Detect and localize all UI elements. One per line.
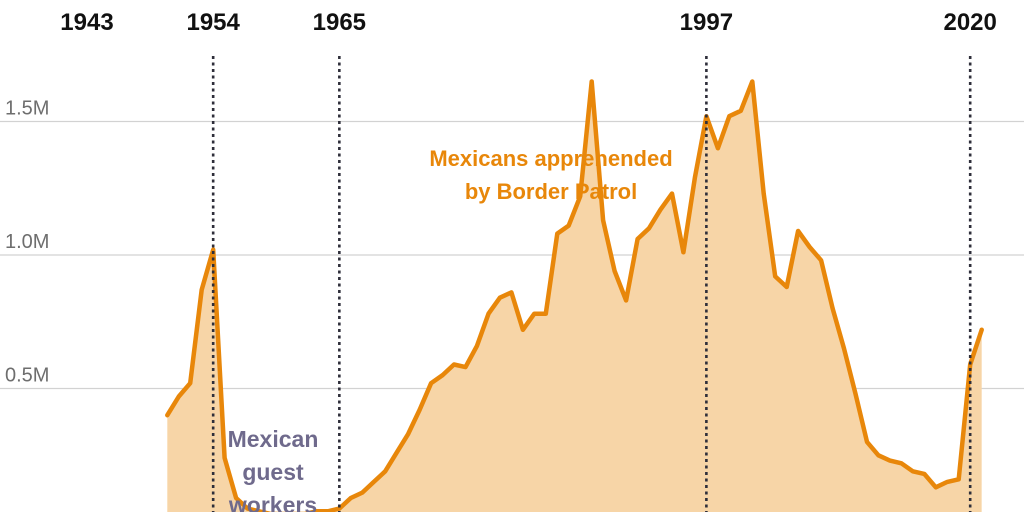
year-markers: 1943 1954 1965 1997 2020	[60, 9, 997, 512]
year-label-2020: 2020	[943, 9, 996, 36]
year-label-1943: 1943	[60, 9, 113, 36]
annotation-guest-workers-line-3: workers	[228, 492, 317, 512]
y-tick-label-0.5M: 0.5M	[5, 365, 49, 387]
series-line	[165, 79, 984, 512]
annotation-guest-workers-line-2: guest	[242, 459, 304, 485]
annotation-border-patrol-line-2: by Border Patrol	[465, 179, 637, 204]
area-layer	[165, 79, 984, 512]
year-label-1997: 1997	[680, 9, 733, 36]
year-label-1954: 1954	[186, 9, 240, 36]
annotation-border-patrol-line-1: Mexicans apprehended	[429, 146, 672, 171]
series-area-fill	[167, 81, 982, 512]
annotations: Mexicans apprehended by Border Patrol Mexi…	[228, 146, 673, 512]
y-tick-label-1.0M: 1.0M	[5, 231, 49, 253]
annotation-guest-workers-line-1: Mexican	[228, 426, 319, 452]
year-label-1965: 1965	[313, 9, 366, 36]
y-axis-labels: 0.5M1.0M1.5M2.0M	[5, 98, 49, 387]
y-tick-label-1.5M: 1.5M	[5, 98, 49, 120]
